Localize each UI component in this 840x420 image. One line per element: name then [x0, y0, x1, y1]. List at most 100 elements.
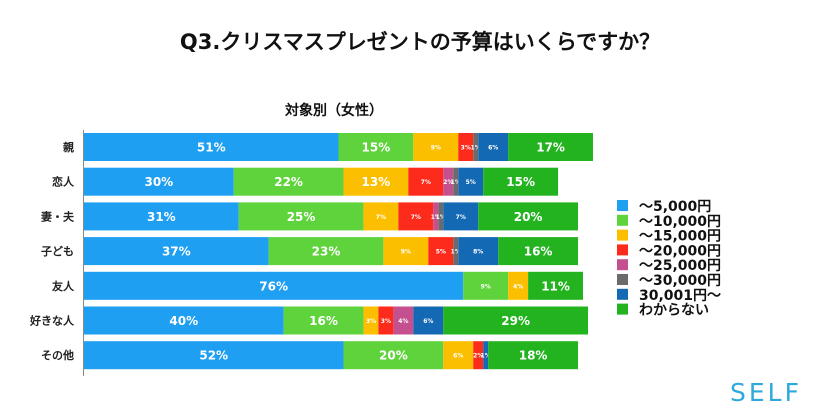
bar-segment	[84, 237, 269, 266]
data-label: 20%	[379, 349, 408, 363]
data-label: 4%	[513, 283, 523, 290]
bar-segment	[473, 133, 479, 161]
legend-swatch	[617, 200, 628, 211]
legend-swatch	[617, 214, 628, 226]
data-label: 6%	[488, 145, 498, 152]
bar-segment	[363, 306, 379, 335]
data-label: 23%	[312, 245, 341, 259]
data-label: 16%	[309, 314, 338, 328]
bar-segment	[443, 341, 474, 370]
data-label: 9%	[401, 249, 411, 256]
bar-segment	[458, 237, 499, 266]
data-label: 13%	[362, 175, 391, 189]
bar-segment	[443, 167, 454, 196]
bar-segment	[84, 306, 284, 335]
legend-label: 〜30,000円	[639, 273, 721, 289]
legend-swatch	[617, 259, 628, 271]
data-label: 11%	[541, 279, 570, 293]
bar-segment	[84, 341, 344, 370]
bar-segment	[408, 167, 444, 196]
data-label: 7%	[456, 214, 466, 221]
bar-segment	[443, 306, 588, 335]
data-label: 1%	[471, 145, 481, 152]
data-label: 3%	[381, 318, 391, 325]
legend-label: 〜25,000円	[639, 258, 721, 274]
data-label: 8%	[473, 249, 483, 256]
bar-segment	[233, 167, 344, 196]
data-label: 29%	[501, 314, 530, 328]
data-label: 4%	[398, 318, 408, 325]
data-label: 20%	[514, 210, 543, 224]
legend-swatch	[617, 303, 628, 315]
category-label: 好きな人	[29, 314, 75, 328]
data-label: 31%	[147, 210, 176, 224]
data-label: 6%	[423, 318, 433, 325]
data-label: 1%	[481, 353, 491, 360]
legend-label: 〜15,000円	[639, 229, 721, 245]
data-label: 40%	[169, 314, 198, 328]
data-label: 15%	[506, 175, 535, 189]
bar-segment	[458, 167, 484, 196]
data-label: 1%	[451, 179, 461, 186]
bar-segment	[398, 202, 434, 231]
bar-segment	[383, 237, 429, 266]
bar-segment	[483, 341, 489, 370]
bar-segment	[453, 237, 459, 266]
legend-label: 30,001円〜	[639, 288, 721, 304]
bar-segment	[413, 133, 459, 161]
bar-segment	[473, 341, 484, 370]
bar-segment	[413, 306, 444, 335]
category-label: 親	[63, 140, 74, 154]
data-label: 1%	[431, 214, 441, 221]
data-label: 25%	[287, 210, 316, 224]
data-label: 5%	[436, 249, 446, 256]
bar-segment	[363, 202, 399, 231]
bar-segment	[528, 271, 583, 300]
bar-segment	[338, 133, 414, 161]
data-label: 6%	[453, 353, 463, 360]
bar-segment	[393, 306, 414, 335]
bar-segment	[488, 341, 579, 370]
bar-segment	[438, 202, 444, 231]
bar-segment	[84, 167, 234, 196]
bar-segment	[463, 271, 509, 300]
data-label: 17%	[536, 141, 565, 155]
data-label: 9%	[431, 145, 441, 152]
bar-segment	[238, 202, 364, 231]
bar-segment	[498, 237, 579, 266]
chart-title: Q3.クリスマスプレゼントの予算はいくらですか？	[179, 30, 661, 54]
bar-segment	[283, 306, 364, 335]
bar-segment	[84, 271, 464, 300]
bar-segment	[458, 133, 474, 161]
data-label: 1%	[436, 214, 446, 221]
category-label: 恋人	[52, 175, 75, 189]
bar-segment	[378, 306, 394, 335]
bar-segment	[453, 167, 459, 196]
category-label: 友人	[52, 279, 75, 293]
legend-swatch	[617, 244, 628, 256]
data-label: 1%	[451, 249, 461, 256]
chart-subtitle: 対象別（女性）	[285, 103, 383, 119]
legend-swatch	[617, 229, 628, 241]
bar-segment	[443, 202, 479, 231]
data-label: 15%	[362, 141, 391, 155]
data-label: 3%	[366, 318, 376, 325]
data-label: 30%	[144, 175, 173, 189]
data-label: 16%	[524, 245, 553, 259]
bar-segment	[84, 202, 239, 231]
legend-swatch	[617, 288, 628, 300]
data-label: 5%	[466, 179, 476, 186]
category-label: 妻・夫	[41, 209, 75, 223]
data-label: 52%	[199, 349, 228, 363]
data-label: 22%	[274, 175, 303, 189]
bar-segment	[478, 133, 509, 161]
legend-label: 〜5,000円	[639, 199, 711, 215]
data-label: 18%	[519, 349, 548, 363]
bar-segment	[508, 133, 593, 161]
data-label: 2%	[473, 353, 483, 360]
data-label: 37%	[162, 245, 191, 259]
data-label: 3%	[461, 145, 471, 152]
bar-segment	[433, 202, 439, 231]
